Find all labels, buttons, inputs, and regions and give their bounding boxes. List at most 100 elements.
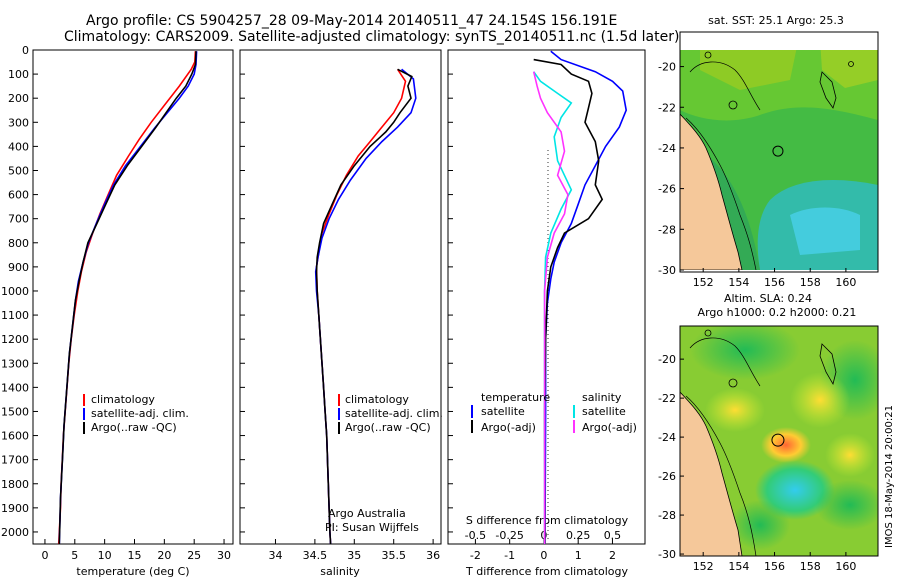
x-tick-label: 2 xyxy=(609,549,616,562)
sst-shelf-contour xyxy=(689,61,761,111)
depth-tick-label: 2000 xyxy=(1,526,29,539)
sla-map-title-2: Argo h1000: 0.2 h2000: 0.21 xyxy=(698,306,857,319)
top-tick-label: 0.5 xyxy=(604,529,622,542)
series-line xyxy=(315,68,407,545)
series-line xyxy=(533,58,604,545)
legend-satellite-label: satellite-adj. clim. xyxy=(91,407,189,420)
x-tick-label: 35.5 xyxy=(381,549,406,562)
legend-climatology-label: climatology xyxy=(91,393,155,406)
x-tick-label: 34.5 xyxy=(303,549,328,562)
series-line xyxy=(532,71,569,544)
sla-yellow-blob-3 xyxy=(825,433,875,477)
sst-x-axis: 152 154 156 158 160 xyxy=(693,268,856,289)
depth-tick-label: 600 xyxy=(8,189,29,202)
x-tick-label: 0 xyxy=(41,549,48,562)
x-tick-label: 0 xyxy=(540,549,547,562)
difference-top-label: S difference from climatology xyxy=(466,514,629,527)
sst-cyan-core xyxy=(790,207,860,255)
sst-reef-circle-3 xyxy=(848,61,854,67)
depth-tick-label: 1800 xyxy=(1,478,29,491)
depth-tick-label: 1600 xyxy=(1,430,29,443)
sla-x-axis: 152 154 156 158 160 xyxy=(693,552,856,573)
series-line xyxy=(315,68,413,545)
depth-tick-label: 500 xyxy=(8,164,29,177)
depth-tick-label: 1200 xyxy=(1,333,29,346)
x-tick-label: 30 xyxy=(217,549,231,562)
difference-plot-frame xyxy=(447,49,646,545)
sla-float-marker xyxy=(771,433,785,447)
depth-tick-label: 1700 xyxy=(1,454,29,467)
x-tick-label: -1 xyxy=(504,549,515,562)
sla-yellow-blob-1 xyxy=(790,372,850,428)
sst-reef-contour xyxy=(685,117,757,270)
map-x-tick-label: 154 xyxy=(728,560,749,573)
legend-temp-argo-label: Argo(-adj) xyxy=(481,421,536,434)
annotation-argo-australia: Argo Australia xyxy=(328,507,406,520)
sst-reef-circle-2 xyxy=(704,51,712,59)
depth-tick-label: 1400 xyxy=(1,381,29,394)
salinity-legend: climatology satellite-adj. clim. Argo(..… xyxy=(338,393,443,434)
legend-sal-satellite-label: satellite xyxy=(582,405,626,418)
x-tick-label: 35 xyxy=(347,549,361,562)
annotation-pi: PI: Susan Wijffels xyxy=(325,521,419,534)
sla-orange-anomaly xyxy=(761,427,811,463)
figure-title-line-1: Argo profile: CS 5904257_28 09-May-2014 … xyxy=(86,13,618,29)
temperature-axis-label: temperature (deg C) xyxy=(76,565,189,578)
legend-salinity-title: salinity xyxy=(582,391,622,404)
depth-tick-label: 700 xyxy=(8,213,29,226)
map-x-tick-label: 152 xyxy=(693,276,714,289)
depth-tick-label: 800 xyxy=(8,237,29,250)
series-line xyxy=(533,71,573,544)
legend-argo-label: Argo(..raw -QC) xyxy=(345,421,431,434)
map-y-tick-label: -24 xyxy=(658,431,676,444)
depth-tick-label: 200 xyxy=(8,92,29,105)
difference-legend: temperature satellite Argo(-adj) salinit… xyxy=(471,391,637,434)
sla-reef-circle-2 xyxy=(704,329,712,337)
depth-tick-label: 0 xyxy=(22,44,29,57)
depth-tick-label: 1100 xyxy=(1,309,29,322)
sla-map xyxy=(680,326,878,556)
map-y-tick-label: -26 xyxy=(658,470,676,483)
sst-map xyxy=(680,50,878,270)
sst-yellow-patch xyxy=(820,50,878,88)
sla-shelf-contour xyxy=(689,337,761,387)
map-y-tick-label: -20 xyxy=(658,61,676,74)
sst-y-axis: -20 -22 -24 -26 -28 -30 xyxy=(658,61,684,277)
map-y-tick-label: -22 xyxy=(658,101,676,114)
temperature-series xyxy=(57,51,198,545)
sla-green-blob-north xyxy=(690,326,800,380)
map-y-tick-label: -30 xyxy=(658,548,676,561)
sst-float-marker xyxy=(772,145,784,157)
map-y-tick-label: -26 xyxy=(658,183,676,196)
x-tick-label: 25 xyxy=(187,549,201,562)
temperature-legend: climatology satellite-adj. clim. Argo(..… xyxy=(83,393,189,434)
series-line xyxy=(314,68,417,545)
top-tick-label: -0.5 xyxy=(465,529,486,542)
sla-land-australia xyxy=(680,391,743,556)
map-y-tick-label: -28 xyxy=(658,509,676,522)
imos-timestamp: IMOS 18-May-2014 20:00:21 xyxy=(884,405,895,548)
depth-tick-label: 1300 xyxy=(1,357,29,370)
sla-y-axis: -20 -22 -24 -26 -28 -30 xyxy=(658,353,684,561)
top-tick-label: 0.25 xyxy=(566,529,591,542)
legend-sal-argo-label: Argo(-adj) xyxy=(582,421,637,434)
depth-tick-label: 100 xyxy=(8,68,29,81)
sla-new-caledonia xyxy=(819,343,837,386)
x-tick-label: 1 xyxy=(575,549,582,562)
sst-north-patch xyxy=(700,50,797,90)
legend-satellite-label: satellite-adj. clim. xyxy=(345,407,443,420)
x-tick-label: 20 xyxy=(157,549,171,562)
sla-reef-contour xyxy=(685,395,757,556)
difference-series xyxy=(532,50,628,545)
sla-reef-circle-1 xyxy=(728,378,738,388)
depth-tick-label: 1500 xyxy=(1,405,29,418)
map-y-tick-label: -28 xyxy=(658,223,676,236)
x-tick-label: 10 xyxy=(98,549,112,562)
salinity-axis-label: salinity xyxy=(320,565,360,578)
temperature-plot-frame xyxy=(32,49,234,545)
map-x-tick-label: 158 xyxy=(800,276,821,289)
top-tick-label: -0.25 xyxy=(495,529,523,542)
map-x-tick-label: 160 xyxy=(835,276,856,289)
figure-title-line-2: Climatology: CARS2009. Satellite-adjuste… xyxy=(64,29,680,45)
